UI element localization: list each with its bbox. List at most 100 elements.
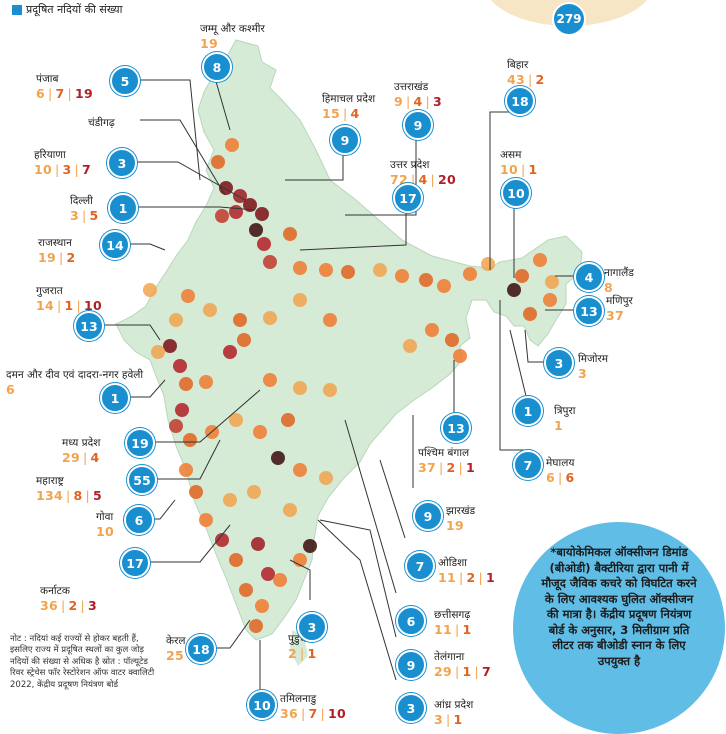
bod-count: 43 [507, 72, 525, 87]
state-counts: 1 [554, 418, 576, 433]
count-separator: | [521, 162, 526, 177]
state-counts: 19 | 2 [38, 250, 76, 265]
state-label: हरियाणा 10 | 3 | 7 [34, 148, 91, 177]
bod-count: 1 [486, 570, 496, 585]
bod-count: 1 [462, 664, 472, 679]
state-label: कर्नाटक 36 | 2 | 3 [40, 584, 97, 613]
state-name: पंजाब [36, 73, 59, 85]
bod-count: 1 [307, 646, 317, 661]
state-name: गुजरात [36, 285, 63, 297]
pollution-spot [251, 537, 265, 551]
count-separator: | [455, 622, 460, 637]
bod-count: 6 [546, 470, 555, 485]
bod-count: 3 [434, 712, 443, 727]
state-name: केरल [166, 635, 186, 647]
bod-count: 37 [606, 308, 624, 323]
state-label: केरल 25 [166, 634, 185, 663]
state-counts: 3 [578, 366, 608, 381]
bod-count: 2 [466, 570, 476, 585]
pollution-spot [507, 283, 521, 297]
bod-count: 3 [88, 598, 98, 613]
bod-count: 7 [82, 162, 92, 177]
state-label: आंध्र प्रदेश 3 | 1 [434, 698, 473, 727]
state-label: महाराष्ट्र 134 | 8 | 5 [36, 474, 102, 503]
river-count-badge: 13 [574, 296, 604, 326]
state-name: चंडीगढ़ [88, 117, 115, 129]
river-count-badge: 17 [393, 183, 423, 213]
state-label: पश्चिम बंगाल 37 | 2 | 1 [418, 446, 475, 475]
pollution-spot [293, 463, 307, 477]
state-counts: 37 [606, 308, 633, 323]
state-label: तेलंगाना 29 | 1 | 7 [434, 650, 491, 679]
state-label: गुजरात 14 | 1 | 10 [36, 284, 102, 313]
state-name: उत्तराखंड [394, 81, 429, 93]
river-count-badge: 1 [108, 193, 138, 223]
state-name: असम [500, 149, 522, 161]
count-separator: | [48, 86, 53, 101]
bod-count: 10 [34, 162, 52, 177]
state-label: उत्तर प्रदेश 72 | 4 | 20 [390, 158, 456, 187]
pollution-spot [239, 583, 253, 597]
pollution-spot [395, 269, 409, 283]
leader-line [379, 459, 406, 539]
count-separator: | [411, 172, 416, 187]
state-name: जम्मू और कश्मीर [200, 23, 265, 35]
bod-count: 1 [453, 712, 463, 727]
pollution-spot [243, 198, 257, 212]
pollution-spot [189, 485, 203, 499]
bod-count: 14 [36, 298, 54, 313]
state-label: बिहार 43 | 2 [507, 58, 545, 87]
state-name: त्रिपुरा [554, 405, 576, 417]
count-separator: | [67, 86, 73, 101]
state-name: नागालैंड [604, 267, 634, 279]
pollution-spot [481, 257, 495, 271]
leader-line [489, 111, 518, 270]
state-name: तमिलनाडु [280, 693, 317, 705]
count-separator: | [76, 298, 82, 313]
state-counts: 36 | 7 | 10 [280, 706, 346, 721]
bod-count: 19 [75, 86, 94, 101]
count-separator: | [61, 598, 66, 613]
river-count-badge: 6 [396, 606, 426, 636]
bod-count: 7 [55, 86, 65, 101]
pollution-spot [283, 503, 297, 517]
count-separator: | [320, 706, 326, 721]
pollution-spot [437, 279, 451, 293]
state-label: मध्य प्रदेश 29 | 4 [62, 436, 100, 465]
bod-count: 134 [36, 488, 63, 503]
state-counts: 9 | 4 | 3 [394, 94, 442, 109]
count-separator: | [406, 94, 411, 109]
count-separator: | [80, 598, 86, 613]
pollution-spot [453, 349, 467, 363]
pollution-spot [199, 513, 213, 527]
state-counts: 6 | 7 | 19 [36, 86, 93, 101]
count-separator: | [439, 460, 444, 475]
state-name: मणिपुर [606, 295, 633, 307]
leader-lines [102, 77, 574, 690]
pollution-spot [263, 311, 277, 325]
river-count-badge: 9 [413, 501, 443, 531]
state-label: छत्तीसगढ़ 11 | 1 [434, 608, 472, 637]
state-name: मेघालय [546, 457, 575, 469]
bod-count: 5 [93, 488, 103, 503]
bod-count: 1 [554, 418, 563, 433]
state-label: तमिलनाडु 36 | 7 | 10 [280, 692, 346, 721]
state-name: राजस्थान [38, 237, 72, 249]
pollution-spot [293, 293, 307, 307]
state-name: दिल्ली [70, 195, 93, 207]
pollution-spot [445, 333, 459, 347]
river-count-badge: 19 [125, 428, 155, 458]
leader-line [136, 206, 256, 211]
leader-line [128, 243, 166, 251]
bod-count: 4 [350, 106, 360, 121]
leader-line [214, 619, 251, 649]
count-separator: | [425, 94, 431, 109]
leader-line [102, 324, 161, 341]
leader-line [148, 524, 231, 563]
legend: प्रदूषित नदियों की संख्या [12, 2, 123, 17]
bod-count: 1 [64, 298, 74, 313]
bod-count: 7 [308, 706, 318, 721]
pollution-spot [323, 383, 337, 397]
pollution-spot [169, 419, 183, 433]
